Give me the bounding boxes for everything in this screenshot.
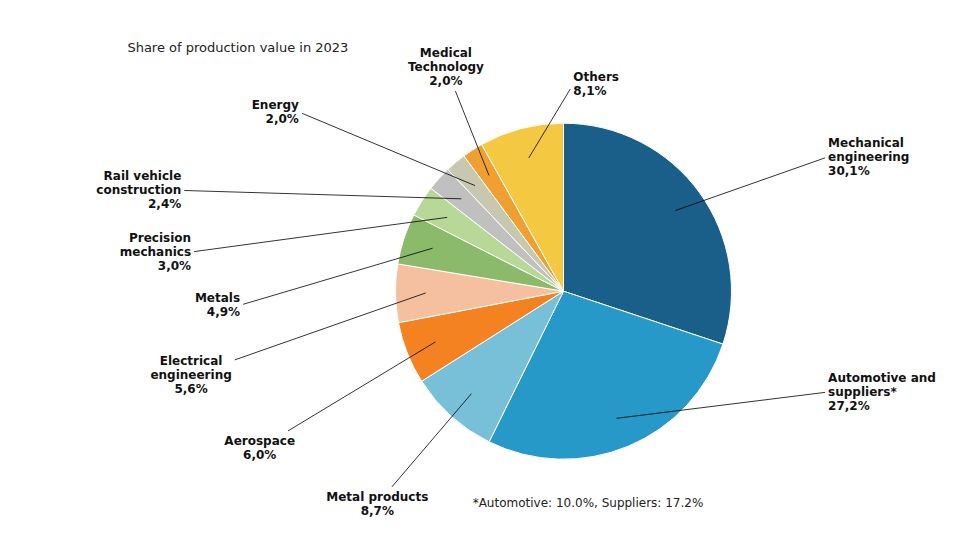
leader-line xyxy=(455,91,489,175)
leader-line xyxy=(243,248,433,304)
leader-line xyxy=(288,342,435,431)
leader-line xyxy=(392,394,472,487)
label-line: 4,9% xyxy=(207,305,240,319)
slice-label: Energy2,0% xyxy=(252,98,299,126)
label-line: Metals xyxy=(195,291,240,305)
leader-line xyxy=(194,217,447,251)
slice-label: Precisionmechanics3,0% xyxy=(120,231,191,273)
label-line: 5,6% xyxy=(174,382,207,396)
slice-label: Others8,1% xyxy=(573,70,619,98)
label-line: Energy xyxy=(252,98,299,112)
label-line: 8,7% xyxy=(361,504,394,518)
chart: Share of production value in 2023 Mechani… xyxy=(0,0,980,560)
leader-line xyxy=(529,89,570,158)
label-line: 27,2% xyxy=(828,399,870,413)
slice-label: Metal products8,7% xyxy=(326,490,428,518)
label-line: Automotive and xyxy=(828,371,936,385)
label-line: 3,0% xyxy=(158,259,191,273)
slice-label: Electricalengineering5,6% xyxy=(150,354,231,396)
label-line: Others xyxy=(573,70,619,84)
label-line: 6,0% xyxy=(243,448,276,462)
label-line: 2,0% xyxy=(266,112,299,126)
label-line: Technology xyxy=(408,60,484,74)
leader-line xyxy=(184,190,461,198)
label-line: Precision xyxy=(129,231,191,245)
leader-lines xyxy=(184,89,825,487)
slice-label: Metals4,9% xyxy=(195,291,240,319)
label-line: 2,4% xyxy=(148,197,181,211)
slice xyxy=(482,123,564,291)
label-line: Medical xyxy=(420,46,472,60)
label-line: engineering xyxy=(828,150,909,164)
label-line: Metal products xyxy=(326,490,428,504)
leader-line xyxy=(235,293,426,360)
labels: Mechanicalengineering30,1%Automotive and… xyxy=(96,46,936,518)
slice-label: MedicalTechnology2,0% xyxy=(408,46,484,88)
label-line: mechanics xyxy=(120,245,191,259)
slice-label: Rail vehicleconstruction2,4% xyxy=(96,169,181,211)
leader-line xyxy=(675,158,825,211)
footnote: *Automotive: 10.0%, Suppliers: 17.2% xyxy=(473,496,704,510)
slice-label: Mechanicalengineering30,1% xyxy=(828,136,909,178)
label-line: Rail vehicle xyxy=(104,169,182,183)
label-line: Aerospace xyxy=(224,434,295,448)
leader-line xyxy=(617,392,825,418)
label-line: 30,1% xyxy=(828,164,870,178)
label-line: suppliers* xyxy=(828,385,897,399)
label-line: 8,1% xyxy=(573,84,606,98)
label-line: Electrical xyxy=(160,354,223,368)
slice-label: Aerospace6,0% xyxy=(224,434,295,462)
label-line: engineering xyxy=(150,368,231,382)
title: Share of production value in 2023 xyxy=(127,40,348,55)
label-line: 2,0% xyxy=(429,74,462,88)
slice-label: Automotive andsuppliers*27,2% xyxy=(828,371,936,413)
label-line: construction xyxy=(96,183,181,197)
leader-line xyxy=(302,113,475,185)
label-line: Mechanical xyxy=(828,136,904,150)
